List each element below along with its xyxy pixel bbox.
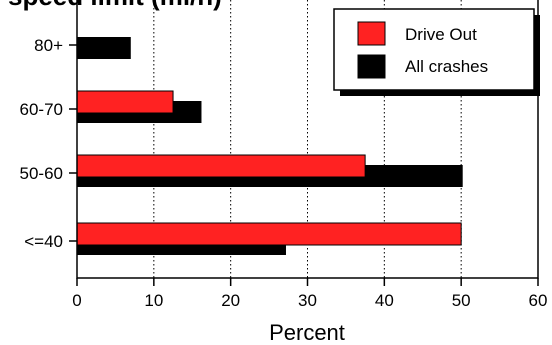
legend-swatch-drive-out bbox=[357, 21, 386, 46]
x-tick-label: 10 bbox=[144, 291, 163, 310]
y-tick-label: <=40 bbox=[24, 232, 63, 251]
x-tick-label: 60 bbox=[529, 291, 548, 310]
legend-label-drive-out: Drive Out bbox=[405, 25, 477, 44]
x-tick-label: 0 bbox=[72, 291, 81, 310]
bar-drive-out bbox=[76, 90, 174, 114]
x-axis: 0 10 20 30 40 50 60 bbox=[72, 278, 547, 310]
x-axis-title: Percent bbox=[269, 320, 345, 345]
y-tick-label: 50-60 bbox=[20, 164, 63, 183]
y-tick-label: 60-70 bbox=[20, 100, 63, 119]
chart-title: speed limit (mi/h) bbox=[8, 0, 222, 11]
legend: Drive Out All crashes bbox=[333, 8, 540, 96]
x-tick-label: 20 bbox=[221, 291, 240, 310]
x-tick-label: 40 bbox=[375, 291, 394, 310]
legend-label-all-crashes: All crashes bbox=[405, 57, 488, 76]
x-tick-label: 30 bbox=[298, 291, 317, 310]
y-tick-label: 80+ bbox=[34, 36, 63, 55]
bars bbox=[76, 37, 463, 255]
bar-drive-out bbox=[76, 222, 462, 246]
legend-swatch-all-crashes bbox=[357, 54, 386, 79]
bar-drive-out bbox=[76, 154, 366, 178]
x-tick-label: 50 bbox=[452, 291, 471, 310]
y-axis: 80+ 60-70 50-60 <=40 bbox=[20, 36, 77, 251]
bar-all-crashes bbox=[77, 37, 131, 59]
